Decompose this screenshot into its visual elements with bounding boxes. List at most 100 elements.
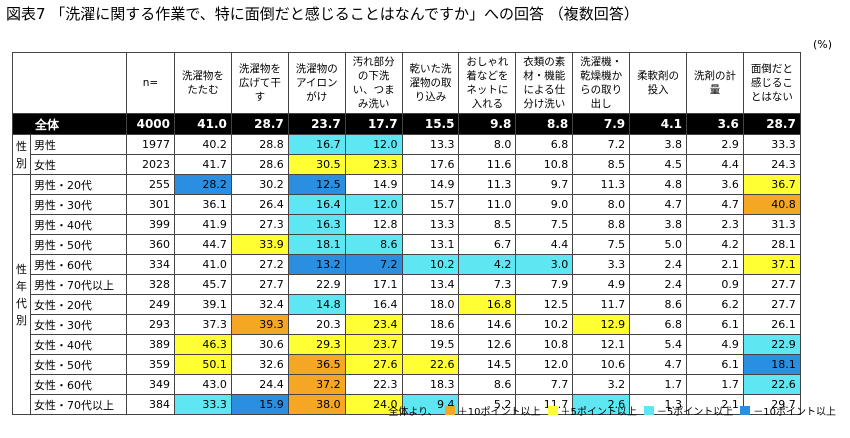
row-value-11: 27.7 [742, 274, 801, 295]
row-value-6: 8.6 [458, 374, 517, 395]
row-n: 301 [126, 194, 175, 215]
row-value-8: 8.0 [572, 194, 631, 215]
row-value-11: 26.1 [742, 314, 801, 335]
row-value-2: 27.7 [230, 274, 289, 295]
row-value-5: 13.1 [401, 234, 460, 255]
table-row: 性別男性 1977 40.2 28.8 16.7 12.0 13.3 8.0 6.8 7.2 3.8… [12, 134, 801, 175]
table-row: 女性・60代 349 43.0 24.4 37.2 22.3 18.3 8.6 7.7 3.2 1.… [13, 374, 801, 395]
legend-swatch-plus10 [444, 406, 455, 415]
row-value-5: 22.6 [401, 354, 460, 375]
row-value-9: 4.7 [629, 194, 688, 215]
row-value-2: 32.4 [230, 294, 289, 315]
row-value-11: 28.1 [742, 234, 801, 255]
row-value-1: 44.7 [174, 234, 232, 255]
table-row: 女性・20代 249 39.1 32.4 14.8 16.4 18.0 16.8 12.5 11.… [13, 294, 801, 315]
table-row: 男性・50代 360 44.7 33.9 18.1 8.6 13.1 6.7 4.4 7.5 5.0… [13, 234, 801, 255]
row-value-8: 4.9 [572, 274, 631, 295]
row-value-11: 33.3 [742, 134, 801, 155]
row-value-6: 7.3 [458, 274, 517, 295]
row-value-4: 12.0 [344, 194, 403, 215]
row-label: 女性・70代以上 [30, 394, 127, 415]
row-value-1: 40.2 [174, 134, 232, 155]
table-row: 男性・70代以上 328 45.7 27.7 22.9 17.1 13.4 7.3 7.9 4.9… [13, 274, 801, 295]
table-row: 女性・70代以上 384 33.3 15.9 38.0 24.0 9.4 5.2 11.7 2.6… [13, 394, 801, 415]
row-value-4: 12.0 [344, 134, 403, 155]
row-value-5: 18.6 [401, 314, 460, 335]
row-n: 399 [126, 214, 175, 235]
row-value-2: 15.9 [230, 394, 289, 415]
row-value-10: 2.1 [686, 394, 744, 415]
column-header-5: 乾いた洗濯物の取り込み [401, 52, 460, 114]
total-n: 4000 [126, 113, 175, 135]
row-value-10: 4.4 [686, 154, 744, 175]
row-value-1: 28.2 [174, 174, 232, 195]
row-n: 328 [126, 274, 175, 295]
row-label: 女性・20代 [30, 294, 127, 315]
row-n: 249 [126, 294, 175, 315]
table-row: 男性・30代 301 36.1 26.4 16.4 12.0 15.7 11.0 9.0 8.0 4… [13, 194, 801, 215]
row-n: 384 [126, 394, 175, 415]
legend-swatch-minus10 [740, 406, 751, 415]
row-value-9: 4.7 [629, 354, 688, 375]
survey-table: n= 洗濯物をたたむ 洗濯物を広げて干す 洗濯物のアイロンがけ 汚れ部分の下洗い、つま… [12, 52, 801, 415]
row-value-2: 28.6 [230, 154, 289, 175]
row-value-9: 3.8 [629, 214, 688, 235]
row-n: 255 [126, 174, 175, 195]
row-value-5: 18.3 [401, 374, 460, 395]
row-n: 2023 [126, 154, 175, 175]
row-label: 女性 [30, 154, 127, 175]
row-value-8: 11.7 [572, 294, 631, 315]
total-value-7: 8.8 [515, 113, 574, 135]
row-value-5: 14.9 [401, 174, 460, 195]
row-value-6: 11.3 [458, 174, 517, 195]
total-value-11: 28.7 [742, 113, 801, 135]
row-value-2: 27.3 [230, 214, 289, 235]
row-value-8: 11.3 [572, 174, 631, 195]
row-value-9: 5.4 [629, 334, 688, 355]
row-value-6: 14.6 [458, 314, 517, 335]
row-value-8: 7.2 [572, 134, 631, 155]
column-header-1: 洗濯物をたたむ [174, 52, 232, 114]
row-value-5: 17.6 [401, 154, 460, 175]
legend-swatch-plus5 [547, 406, 558, 415]
row-value-10: 6.2 [686, 294, 744, 315]
column-header-8: 洗濯機・乾燥機からの取り出し [572, 52, 631, 114]
row-value-2: 32.6 [230, 354, 289, 375]
row-value-7: 4.4 [515, 234, 574, 255]
row-value-3: 30.5 [287, 154, 346, 175]
row-n: 359 [126, 354, 175, 375]
row-value-1: 41.7 [174, 154, 232, 175]
row-value-11: 24.3 [742, 154, 801, 175]
row-value-9: 5.0 [629, 234, 688, 255]
row-value-3: 16.4 [287, 194, 346, 215]
row-value-10: 3.6 [686, 174, 744, 195]
row-value-4: 27.6 [344, 354, 403, 375]
row-value-3: 18.1 [287, 234, 346, 255]
row-value-7: 10.2 [515, 314, 574, 335]
row-value-4: 23.4 [344, 314, 403, 335]
row-value-3: 14.8 [287, 294, 346, 315]
row-n: 1977 [126, 134, 175, 155]
row-value-6: 5.2 [458, 394, 517, 415]
table-row: 女性 2023 41.7 28.6 30.5 23.3 17.6 11.6 10.8 8.5 4.5… [13, 154, 801, 175]
row-value-11: 22.9 [742, 334, 801, 355]
row-value-6: 12.6 [458, 334, 517, 355]
unit-label: (%) [812, 38, 832, 51]
row-value-1: 33.3 [174, 394, 232, 415]
row-value-2: 33.9 [230, 234, 289, 255]
row-n: 334 [126, 254, 175, 275]
row-value-4: 12.8 [344, 214, 403, 235]
row-value-3: 12.5 [287, 174, 346, 195]
row-value-6: 11.6 [458, 154, 517, 175]
row-value-7: 12.0 [515, 354, 574, 375]
row-value-8: 3.2 [572, 374, 631, 395]
row-value-8: 8.5 [572, 154, 631, 175]
row-value-4: 23.7 [344, 334, 403, 355]
row-value-5: 19.5 [401, 334, 460, 355]
row-value-6: 11.0 [458, 194, 517, 215]
table-row: 男性・60代 334 41.0 27.2 13.2 7.2 10.2 4.2 3.0 3.3 2.4… [13, 254, 801, 275]
row-value-8: 7.5 [572, 234, 631, 255]
column-header-7: 衣類の素材・機能による仕分け洗い [515, 52, 574, 114]
table-row: 男性・40代 399 41.9 27.3 16.3 12.8 13.3 8.5 7.5 8.8 3.… [13, 214, 801, 235]
row-value-11: 37.1 [742, 254, 801, 275]
